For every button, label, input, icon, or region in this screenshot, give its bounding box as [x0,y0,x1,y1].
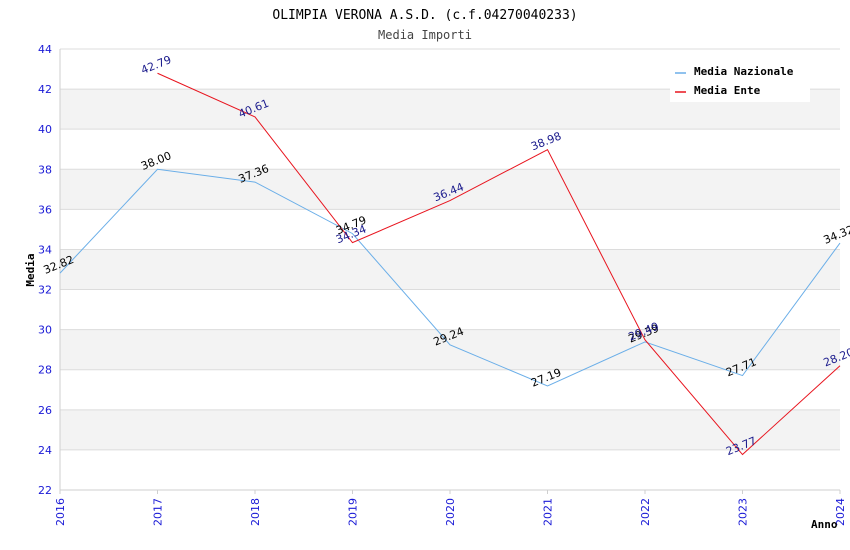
x-tick-label: 2019 [347,498,360,526]
y-tick-label: 22 [38,484,52,497]
series-line-media-nazionale [59,168,841,387]
y-tick-label: 28 [38,364,52,377]
y-tick-label: 26 [38,404,52,417]
grid-band [60,409,840,450]
data-label: 42.79 [139,53,173,77]
legend: Media Nazionale Media Ente [670,60,810,102]
grid-lines [60,48,840,491]
grid-bands [60,89,840,450]
grid-band [60,249,840,290]
data-label: 38.98 [529,129,563,153]
y-tick-label: 34 [38,243,52,256]
x-tick-label: 2017 [152,498,165,526]
y-tick-label: 36 [38,203,52,216]
chart-title: OLIMPIA VERONA A.S.D. (c.f.04270040233) [272,8,577,23]
x-axis-ticks: 2016 2017 2018 2019 2020 2021 2022 2023 2024 [54,490,847,526]
y-tick-label: 42 [38,83,52,96]
y-tick-label: 40 [38,123,52,136]
series-line-media-ente [157,72,841,456]
chart-subtitle: Media Importi [378,28,472,42]
y-tick-label: 32 [38,284,52,297]
y-axis-label: Media [24,253,37,286]
x-tick-label: 2016 [54,498,67,526]
legend-box [670,60,810,102]
y-tick-label: 24 [38,444,52,457]
series-lines [59,72,841,456]
x-tick-label: 2018 [249,498,262,526]
x-tick-label: 2020 [444,498,457,526]
x-tick-label: 2021 [542,498,555,526]
y-tick-label: 30 [38,324,52,337]
y-axis-ticks: 22 24 26 28 30 32 34 36 38 40 42 44 [38,43,52,497]
legend-label-nazionale: Media Nazionale [694,65,794,78]
x-tick-label: 2023 [737,498,750,526]
x-tick-label: 2022 [639,498,652,526]
data-label: 34.32 [822,223,850,247]
y-tick-label: 38 [38,163,52,176]
x-tick-label: 2024 [834,498,847,526]
legend-label-ente: Media Ente [694,84,761,97]
y-tick-label: 44 [38,43,52,56]
grid-band [60,329,840,370]
grid-band [60,169,840,210]
x-axis-label: Anno [811,518,838,531]
